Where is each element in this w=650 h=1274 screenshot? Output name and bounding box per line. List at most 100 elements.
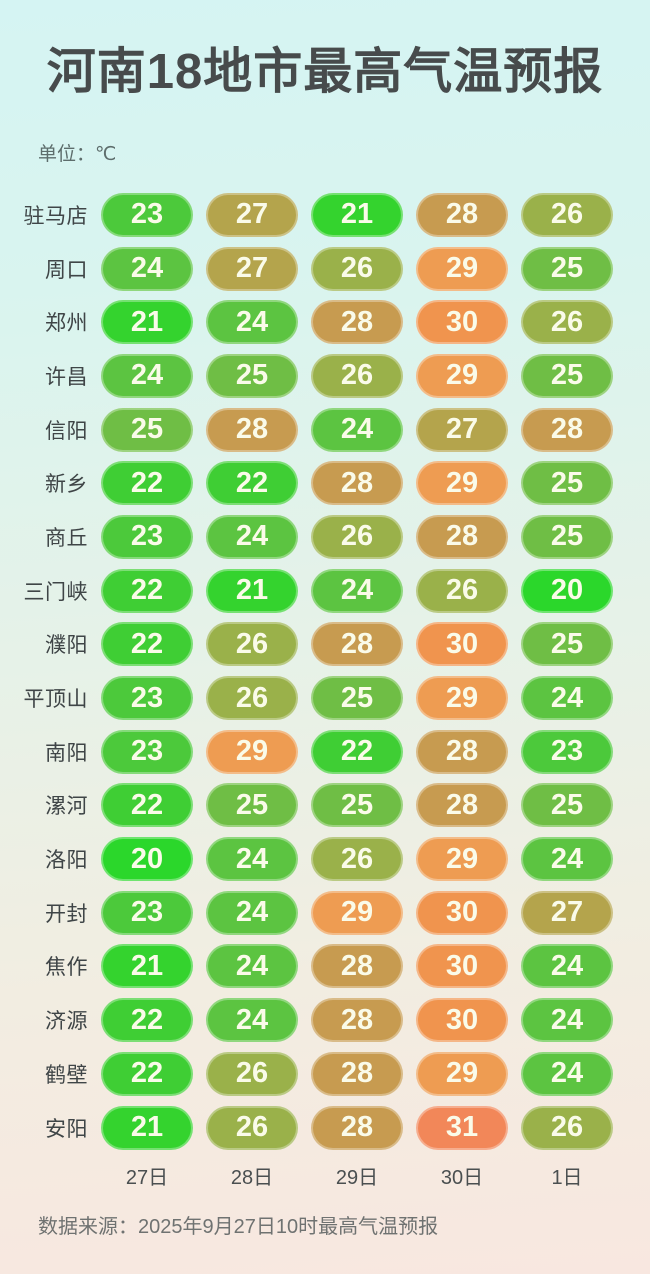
temp-pill: 29 [416,676,508,721]
temp-pill: 30 [416,890,508,935]
temp-pill: 30 [416,300,508,345]
temp-pill: 25 [206,783,298,828]
temp-pill: 26 [311,837,403,882]
table-row: 信阳 25 28 24 27 28 [0,403,650,457]
temp-pill: 23 [101,192,193,237]
temp-pill: 28 [311,998,403,1043]
temp-pill: 24 [206,300,298,345]
city-label: 濮阳 [45,634,88,658]
table-row: 济源 22 24 28 30 24 [0,993,650,1047]
temp-pill: 28 [311,944,403,989]
temp-pill: 22 [206,461,298,506]
temp-pill: 25 [311,783,403,828]
city-label: 新乡 [45,473,88,497]
temp-pill: 21 [206,568,298,613]
temp-pill: 24 [521,944,613,989]
temp-pill: 20 [101,837,193,882]
temp-pill: 26 [311,353,403,398]
temp-pill: 27 [521,890,613,935]
temp-pill: 26 [206,676,298,721]
temp-pill: 29 [206,729,298,774]
temp-pill: 21 [101,300,193,345]
temp-pill: 30 [416,944,508,989]
temp-pill: 24 [206,890,298,935]
temp-pill: 25 [521,514,613,559]
temp-pill: 24 [521,837,613,882]
temp-pill: 22 [101,568,193,613]
city-label: 许昌 [45,365,88,389]
table-row: 濮阳 22 26 28 30 25 [0,618,650,672]
temp-pill: 26 [206,1105,298,1150]
temp-pill: 22 [101,998,193,1043]
table-row: 鹤壁 22 26 28 29 24 [0,1047,650,1101]
temp-pill: 22 [101,1051,193,1096]
temp-pill: 24 [206,514,298,559]
temp-pill: 24 [206,837,298,882]
temp-pill: 26 [416,568,508,613]
temp-pill: 27 [416,407,508,452]
temp-pill: 24 [206,944,298,989]
city-label: 鹤壁 [45,1063,88,1087]
temp-pill: 24 [206,998,298,1043]
temp-pill: 23 [101,729,193,774]
city-label: 洛阳 [45,849,88,873]
table-row: 商丘 23 24 26 28 25 [0,510,650,564]
date-axis: 27日 28日 29日 30日 1日 [0,1160,650,1190]
table-row: 洛阳 20 24 26 29 24 [0,832,650,886]
table-row: 开封 23 24 29 30 27 [0,886,650,940]
temp-pill: 26 [521,300,613,345]
temp-pill: 26 [311,514,403,559]
table-row: 安阳 21 26 28 31 26 [0,1101,650,1155]
temp-pill: 25 [206,353,298,398]
page-title: 河南18地市最高气温预报 [46,45,604,99]
temp-pill: 26 [311,246,403,291]
temp-pill: 28 [416,783,508,828]
temp-pill: 25 [101,407,193,452]
temp-pill: 29 [416,1051,508,1096]
temp-pill: 25 [311,676,403,721]
temp-pill: 21 [311,192,403,237]
temp-pill: 30 [416,622,508,667]
temp-pill: 30 [416,998,508,1043]
temp-pill: 29 [416,246,508,291]
city-label: 周口 [45,258,88,282]
temp-pill: 24 [521,676,613,721]
temperature-table: 驻马店 23 27 21 28 26 周口 24 27 26 29 25 郑州 21 24 28 30 26 许昌 2… [0,188,650,1154]
temp-pill: 26 [206,1051,298,1096]
temp-pill: 28 [416,514,508,559]
temp-pill: 23 [101,676,193,721]
table-row: 许昌 24 25 26 29 25 [0,349,650,403]
city-label: 信阳 [45,419,88,443]
table-row: 焦作 21 24 28 30 24 [0,940,650,994]
temp-pill: 26 [206,622,298,667]
temp-pill: 28 [311,1105,403,1150]
temp-pill: 22 [101,461,193,506]
table-row: 漯河 22 25 25 28 25 [0,779,650,833]
temp-pill: 23 [521,729,613,774]
temp-pill: 25 [521,622,613,667]
date-label: 1日 [551,1166,583,1189]
temp-pill: 23 [101,890,193,935]
city-label: 漯河 [45,795,88,819]
temp-pill: 29 [416,461,508,506]
city-label: 郑州 [45,312,88,336]
temp-pill: 25 [521,353,613,398]
temp-pill: 20 [521,568,613,613]
temp-pill: 22 [101,783,193,828]
city-label: 济源 [45,1010,88,1034]
city-label: 安阳 [45,1117,88,1141]
table-row: 驻马店 23 27 21 28 26 [0,188,650,242]
unit-label: 单位：℃ [38,144,117,165]
city-label: 平顶山 [23,688,88,712]
temp-pill: 25 [521,246,613,291]
table-row: 南阳 23 29 22 28 23 [0,725,650,779]
temp-pill: 26 [521,1105,613,1150]
temp-pill: 22 [101,622,193,667]
city-label: 南阳 [45,741,88,765]
temp-pill: 28 [311,622,403,667]
temp-pill: 27 [206,192,298,237]
temp-pill: 31 [416,1105,508,1150]
date-label: 30日 [440,1166,484,1189]
city-label: 商丘 [45,526,88,550]
temp-pill: 25 [521,461,613,506]
